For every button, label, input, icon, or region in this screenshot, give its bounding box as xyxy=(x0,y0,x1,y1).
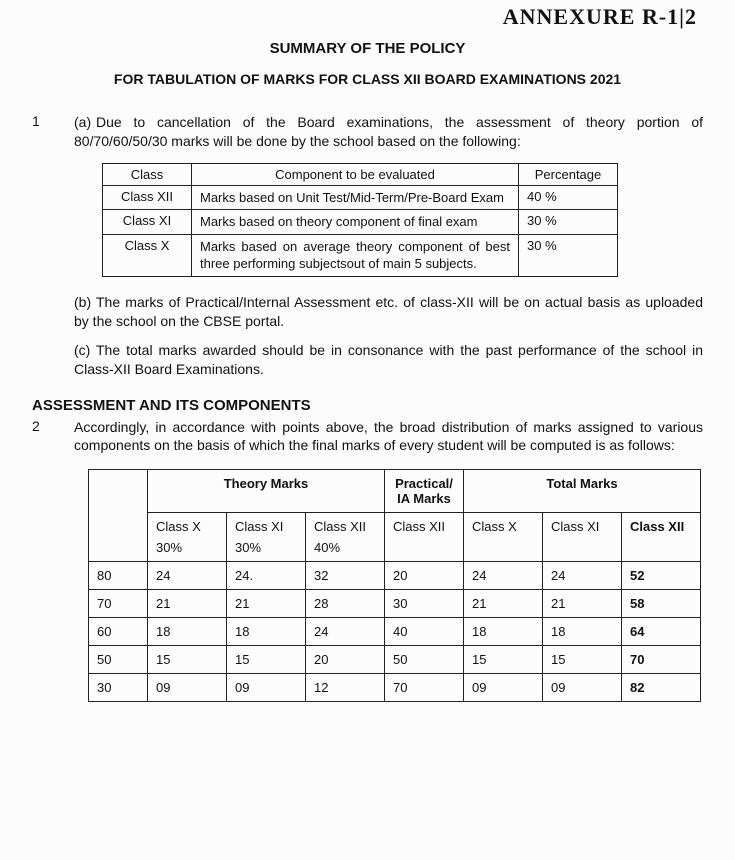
cell-m: 70 xyxy=(89,590,148,618)
cell-e: 18 xyxy=(464,618,543,646)
cell-b: 09 xyxy=(227,674,306,702)
cell-c: 28 xyxy=(306,590,385,618)
page: ANNEXURE R-1|2 SUMMARY OF THE POLICY FOR… xyxy=(0,0,735,732)
para-1a: (a)Due to cancellation of the Board exam… xyxy=(74,113,703,151)
subhead-total-x: Class X xyxy=(464,513,543,562)
subhead-total-xii: Class XII xyxy=(622,513,701,562)
subhead-prac-class-xii: Class XII xyxy=(385,513,464,562)
th-practical: Practical/ IA Marks xyxy=(385,470,464,513)
cell-class: Class XII xyxy=(103,185,192,210)
table-row: Class XII Marks based on Unit Test/Mid-T… xyxy=(103,185,618,210)
section-1-number: 1 xyxy=(32,113,56,389)
cell-class: Class XI xyxy=(103,210,192,235)
table-row: 50 15 15 20 50 15 15 70 xyxy=(89,646,701,674)
label-class-xii: Class XII xyxy=(314,519,376,534)
th-blank xyxy=(89,470,148,562)
section-1: 1 (a)Due to cancellation of the Board ex… xyxy=(32,113,703,389)
text-1b: The marks of Practical/Internal Assessme… xyxy=(74,294,703,329)
section-2-number: 2 xyxy=(32,418,56,703)
table-row: 30 09 09 12 70 09 09 82 xyxy=(89,674,701,702)
th-theory: Theory Marks xyxy=(148,470,385,513)
label-class-xi: Class XI xyxy=(235,519,297,534)
label-1c: (c) xyxy=(74,341,96,360)
cell-b: 15 xyxy=(227,646,306,674)
th-class: Class xyxy=(103,163,192,185)
annexure-label: ANNEXURE R-1|2 xyxy=(503,4,697,30)
cell-b: 21 xyxy=(227,590,306,618)
th-total: Total Marks xyxy=(464,470,701,513)
cell-a: 18 xyxy=(148,618,227,646)
cell-f: 24 xyxy=(543,562,622,590)
cell-c: 32 xyxy=(306,562,385,590)
cell-f: 09 xyxy=(543,674,622,702)
cell-m: 60 xyxy=(89,618,148,646)
cell-a: 15 xyxy=(148,646,227,674)
text-1a: Due to cancellation of the Board examina… xyxy=(74,114,703,149)
cell-e: 24 xyxy=(464,562,543,590)
cell-g: 64 xyxy=(622,618,701,646)
cell-g: 58 xyxy=(622,590,701,618)
cell-m: 80 xyxy=(89,562,148,590)
para-1b: (b)The marks of Practical/Internal Asses… xyxy=(74,293,703,331)
label-1a: (a) xyxy=(74,113,96,132)
subhead-class-x: Class X 30% xyxy=(148,513,227,562)
cell-m: 30 xyxy=(89,674,148,702)
cell-d: 50 xyxy=(385,646,464,674)
cell-percentage: 30 % xyxy=(519,234,618,276)
para-2: Accordingly, in accordance with points a… xyxy=(74,418,703,456)
table-components: Class Component to be evaluated Percenta… xyxy=(102,163,618,277)
cell-m: 50 xyxy=(89,646,148,674)
title-sub: FOR TABULATION OF MARKS FOR CLASS XII BO… xyxy=(32,71,703,87)
cell-component: Marks based on average theory component … xyxy=(192,234,519,276)
subhead-class-xi: Class XI 30% xyxy=(227,513,306,562)
cell-f: 18 xyxy=(543,618,622,646)
table-row: Class XI Marks based on theory component… xyxy=(103,210,618,235)
cell-e: 09 xyxy=(464,674,543,702)
cell-g: 52 xyxy=(622,562,701,590)
cell-component: Marks based on theory component of final… xyxy=(192,210,519,235)
label-30a: 30% xyxy=(156,540,218,555)
cell-d: 70 xyxy=(385,674,464,702)
cell-c: 20 xyxy=(306,646,385,674)
section-2: 2 Accordingly, in accordance with points… xyxy=(32,418,703,703)
cell-e: 21 xyxy=(464,590,543,618)
text-1c: The total marks awarded should be in con… xyxy=(74,342,703,377)
cell-a: 24 xyxy=(148,562,227,590)
cell-e: 15 xyxy=(464,646,543,674)
cell-component: Marks based on Unit Test/Mid-Term/Pre-Bo… xyxy=(192,185,519,210)
cell-d: 30 xyxy=(385,590,464,618)
cell-c: 12 xyxy=(306,674,385,702)
section-2-heading: ASSESSMENT AND ITS COMPONENTS xyxy=(32,397,703,414)
cell-percentage: 30 % xyxy=(519,210,618,235)
cell-class: Class X xyxy=(103,234,192,276)
cell-c: 24 xyxy=(306,618,385,646)
cell-percentage: 40 % xyxy=(519,185,618,210)
subhead-total-xi: Class XI xyxy=(543,513,622,562)
label-30b: 30% xyxy=(235,540,297,555)
label-class-x: Class X xyxy=(156,519,218,534)
para-1c: (c)The total marks awarded should be in … xyxy=(74,341,703,379)
cell-f: 21 xyxy=(543,590,622,618)
label-1b: (b) xyxy=(74,293,96,312)
cell-a: 09 xyxy=(148,674,227,702)
th-percentage: Percentage xyxy=(519,163,618,185)
cell-g: 70 xyxy=(622,646,701,674)
cell-d: 20 xyxy=(385,562,464,590)
cell-g: 82 xyxy=(622,674,701,702)
cell-b: 24. xyxy=(227,562,306,590)
table-distribution: Theory Marks Practical/ IA Marks Total M… xyxy=(88,469,701,702)
table-row: 80 24 24. 32 20 24 24 52 xyxy=(89,562,701,590)
title-main: SUMMARY OF THE POLICY xyxy=(32,40,703,57)
table-row: 60 18 18 24 40 18 18 64 xyxy=(89,618,701,646)
subhead-class-xii: Class XII 40% xyxy=(306,513,385,562)
label-40: 40% xyxy=(314,540,376,555)
table-row: Class X Marks based on average theory co… xyxy=(103,234,618,276)
cell-a: 21 xyxy=(148,590,227,618)
th-component: Component to be evaluated xyxy=(192,163,519,185)
table-row: 70 21 21 28 30 21 21 58 xyxy=(89,590,701,618)
cell-f: 15 xyxy=(543,646,622,674)
cell-d: 40 xyxy=(385,618,464,646)
cell-b: 18 xyxy=(227,618,306,646)
